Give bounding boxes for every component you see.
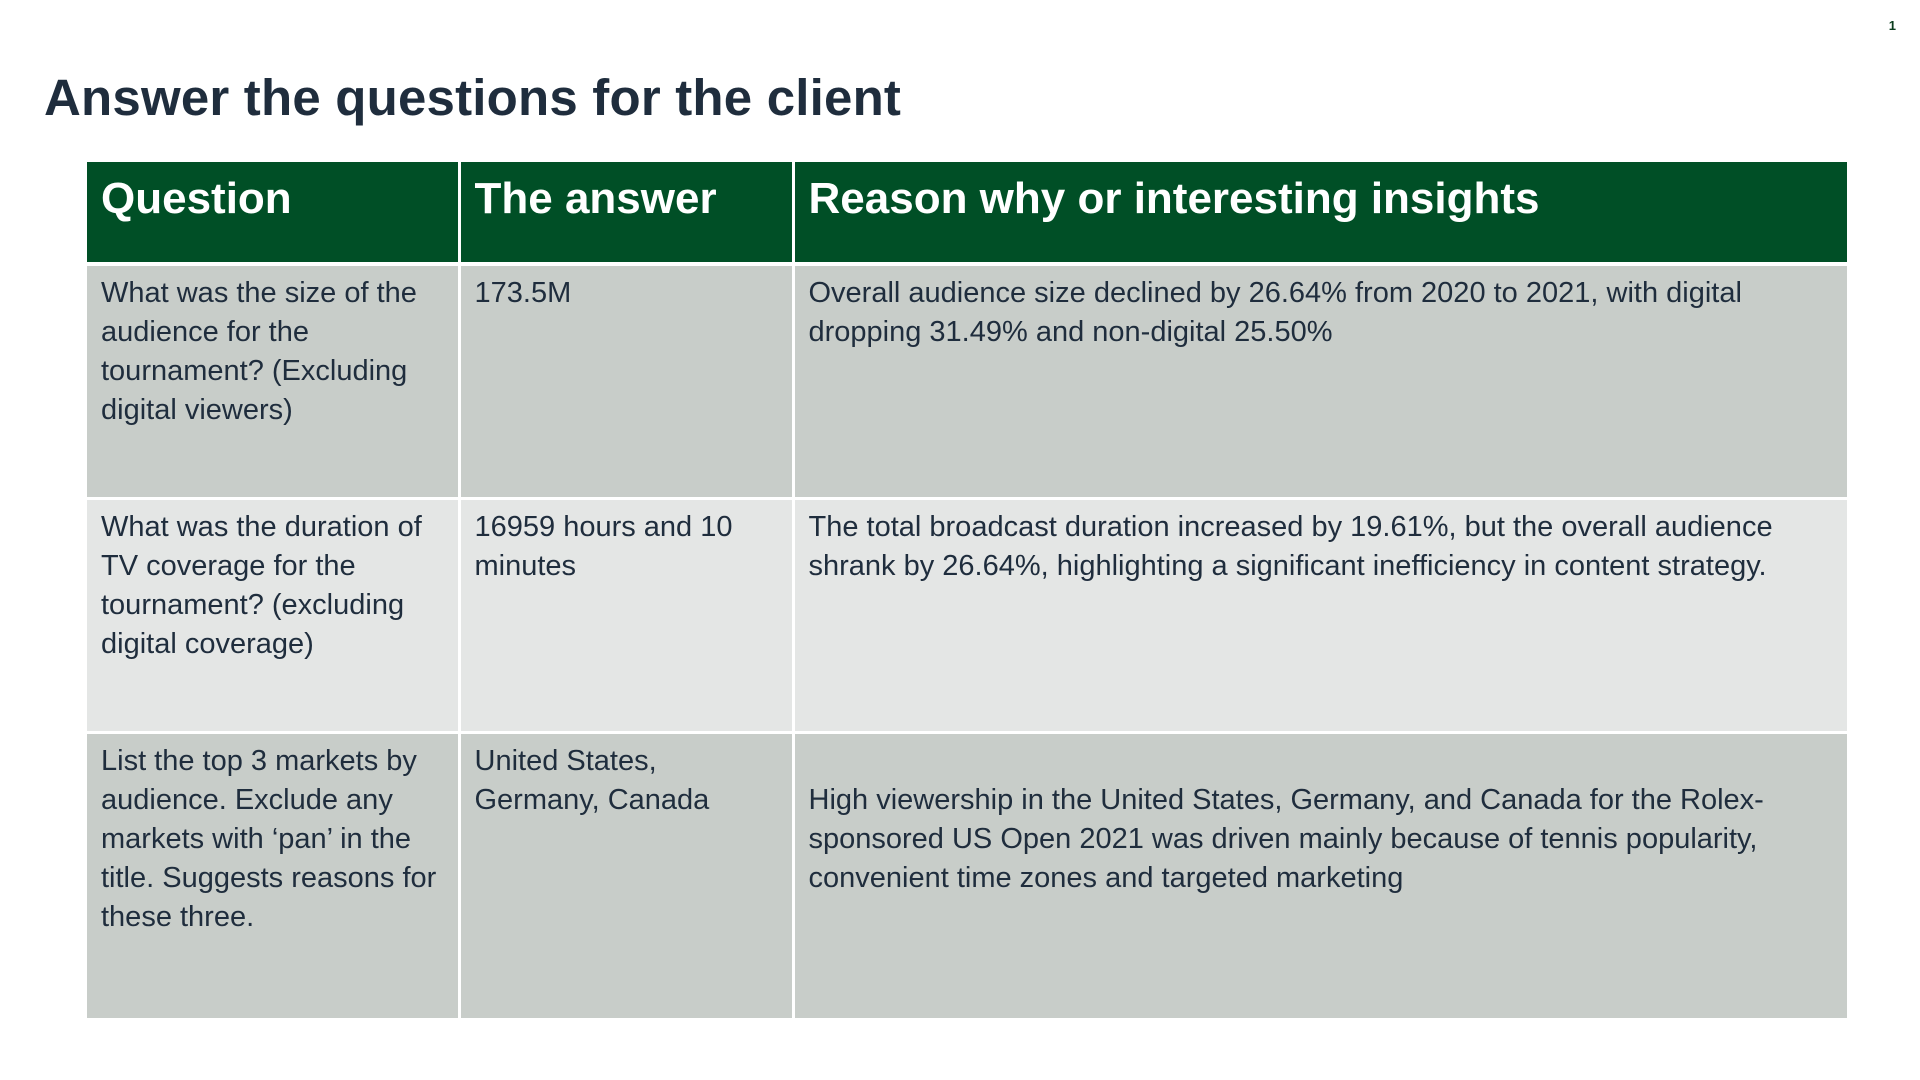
page-number: 1	[1888, 18, 1896, 33]
table-row: What was the size of the audience for th…	[87, 264, 1847, 500]
header-answer: The answer	[459, 162, 795, 266]
header-insight: Reason why or interesting insights	[793, 162, 1847, 266]
table-row: List the top 3 markets by audience. Excl…	[87, 732, 1847, 1021]
header-question: Question	[87, 162, 461, 266]
table-row: What was the duration of TV coverage for…	[87, 498, 1847, 734]
question-cell: What was the duration of TV coverage for…	[87, 498, 461, 734]
qa-table: Question The answer Reason why or intere…	[87, 162, 1847, 1021]
answer-cell: 16959 hours and 10 minutes	[459, 498, 795, 734]
insight-cell: Overall audience size declined by 26.64%…	[793, 264, 1847, 500]
insight-text: High viewership in the United States, Ge…	[808, 783, 1764, 894]
slide-title: Answer the questions for the client	[44, 69, 902, 126]
table-header-row: Question The answer Reason why or intere…	[87, 162, 1847, 266]
question-cell: List the top 3 markets by audience. Excl…	[87, 732, 461, 1021]
question-cell: What was the size of the audience for th…	[87, 264, 461, 500]
insight-cell: High viewership in the United States, Ge…	[793, 732, 1847, 1021]
insight-cell: The total broadcast duration increased b…	[793, 498, 1847, 734]
answer-cell: 173.5M	[459, 264, 795, 500]
answer-cell: United States, Germany, Canada	[459, 732, 795, 1021]
